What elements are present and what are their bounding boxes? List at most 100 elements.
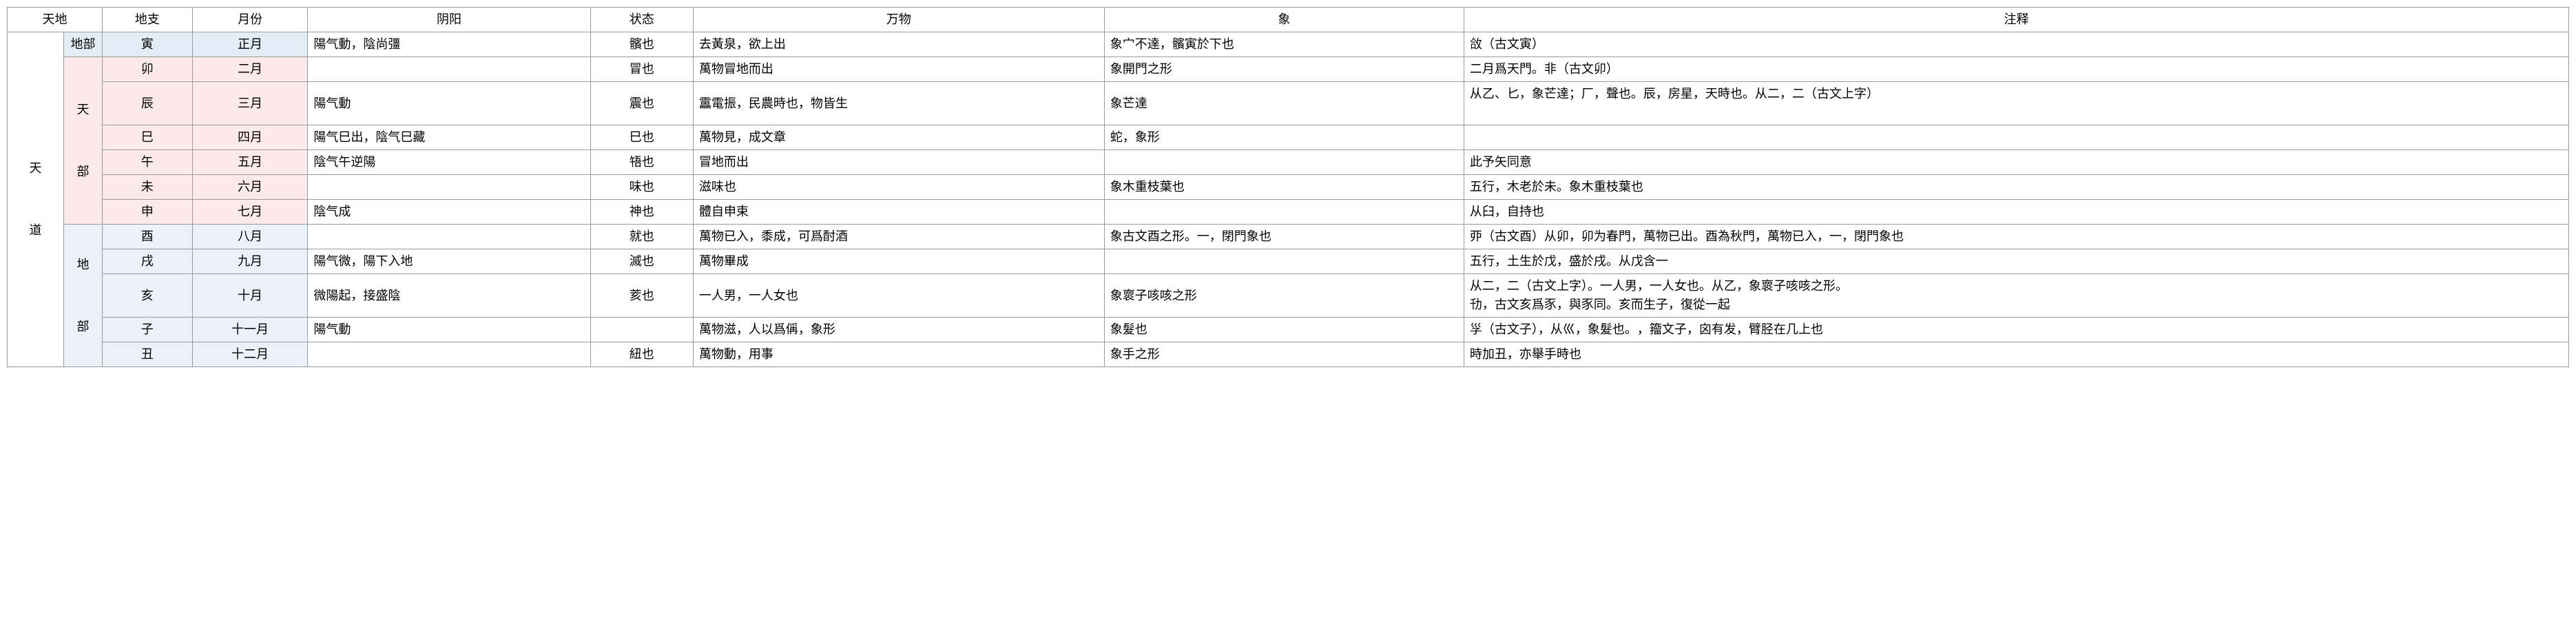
hdr-zhuangtai: 状态: [590, 8, 693, 32]
cell-yinyang: 陰气成: [308, 200, 590, 225]
cell-zhu: 㜽（古文子），从巛，象髮也。𢀈，籀文子，囟有发，臂胫在几上也: [1464, 318, 2568, 342]
cell-zhu: [1464, 125, 2568, 150]
cell-zhu: 从臼，自持也: [1464, 200, 2568, 225]
cell-dizhi: 申: [102, 200, 192, 225]
cell-yue: 三月: [192, 82, 308, 125]
cell-yue: 八月: [192, 225, 308, 249]
cell-yinyang: 陰气午逆陽: [308, 150, 590, 175]
cell-yue: 二月: [192, 57, 308, 82]
cell-zhuang: 髕也: [590, 32, 693, 57]
cell-dizhi: 酉: [102, 225, 192, 249]
cell-yinyang: [308, 342, 590, 367]
cell-zhu: 此予矢同意: [1464, 150, 2568, 175]
group-tiandao: 天 道: [8, 32, 64, 367]
cell-yinyang: [308, 225, 590, 249]
cell-zhuang: 紐也: [590, 342, 693, 367]
earthly-branches-table: 天地 地支 月份 阴阳 状态 万物 象 注释 天 道地部寅正月陽气動，陰尚彊髕也…: [7, 7, 2569, 367]
cell-zhu: 丣（古文酉）从卯，卯为春門，萬物已出。酉為秋門，萬物已入，一，閉門象也: [1464, 225, 2568, 249]
cell-wanwu: 萬物已入，黍成，可爲酎酒: [693, 225, 1104, 249]
subgroup-dibu-1: 地部: [64, 32, 103, 57]
cell-wanwu: 靁電振，民農時也，物皆生: [693, 82, 1104, 125]
table-row: 午五月陰气午逆陽啎也冒地而出 此予矢同意: [8, 150, 2569, 175]
cell-dizhi: 巳: [102, 125, 192, 150]
subgroup-dibu-2: 地 部: [64, 225, 103, 367]
cell-yue: 六月: [192, 175, 308, 200]
cell-xiang: 象木重枝葉也: [1104, 175, 1464, 200]
cell-yue: 十二月: [192, 342, 308, 367]
hdr-xiang: 象: [1104, 8, 1464, 32]
table-row: 天 部卯二月冒也萬物冒地而出象開門之形二月爲天門。非（古文卯）: [8, 57, 2569, 82]
cell-dizhi: 午: [102, 150, 192, 175]
cell-zhu: 㪉（古文寅）: [1464, 32, 2568, 57]
subgroup-tianbu: 天 部: [64, 57, 103, 225]
cell-yue: 正月: [192, 32, 308, 57]
hdr-tiandi: 天地: [8, 8, 103, 32]
hdr-dizhi: 地支: [102, 8, 192, 32]
cell-xiang: 象古文酉之形。一，閉門象也: [1104, 225, 1464, 249]
table-row: 申七月陰气成神也體自申束 从臼，自持也: [8, 200, 2569, 225]
cell-yinyang: 陽气巳出，陰气巳藏: [308, 125, 590, 150]
cell-yinyang: 陽气動，陰尚彊: [308, 32, 590, 57]
cell-dizhi: 卯: [102, 57, 192, 82]
table-body: 天 道地部寅正月陽气動，陰尚彊髕也去黃泉，欲上出象宀不達，髕寅於下也㪉（古文寅）…: [8, 32, 2569, 367]
cell-dizhi: 丑: [102, 342, 192, 367]
cell-zhuang: 滅也: [590, 249, 693, 274]
cell-wanwu: 萬物畢成: [693, 249, 1104, 274]
cell-zhu: 从二，二（古文上字）。一人男，一人女也。从乙，象褱子咳咳之形。 㔓，古文亥爲豕，…: [1464, 274, 2568, 318]
cell-wanwu: 一人男，一人女也: [693, 274, 1104, 318]
cell-zhuang: 啎也: [590, 150, 693, 175]
cell-yinyang: 微陽起，接盛陰: [308, 274, 590, 318]
hdr-yinyang: 阴阳: [308, 8, 590, 32]
cell-wanwu: 冒地而出: [693, 150, 1104, 175]
header-row: 天地 地支 月份 阴阳 状态 万物 象 注释: [8, 8, 2569, 32]
cell-dizhi: 子: [102, 318, 192, 342]
cell-yue: 十一月: [192, 318, 308, 342]
hdr-yuefen: 月份: [192, 8, 308, 32]
cell-dizhi: 戌: [102, 249, 192, 274]
cell-xiang: 象宀不達，髕寅於下也: [1104, 32, 1464, 57]
cell-xiang: 象芒達: [1104, 82, 1464, 125]
cell-zhuang: 荄也: [590, 274, 693, 318]
cell-wanwu: 萬物動，用事: [693, 342, 1104, 367]
cell-yue: 四月: [192, 125, 308, 150]
cell-yinyang: [308, 57, 590, 82]
cell-zhuang: 巳也: [590, 125, 693, 150]
cell-yue: 九月: [192, 249, 308, 274]
table-row: 丑十二月紐也萬物動，用事象手之形時加丑，亦舉手時也: [8, 342, 2569, 367]
cell-wanwu: 萬物見，成文章: [693, 125, 1104, 150]
cell-wanwu: 萬物冒地而出: [693, 57, 1104, 82]
table-row: 子十一月陽气動萬物滋，人以爲偁，象形象髮也㜽（古文子），从巛，象髮也。𢀈，籀文子…: [8, 318, 2569, 342]
cell-yinyang: [308, 175, 590, 200]
cell-yue: 七月: [192, 200, 308, 225]
hdr-zhushi: 注释: [1464, 8, 2568, 32]
cell-zhuang: 震也: [590, 82, 693, 125]
cell-wanwu: 體自申束: [693, 200, 1104, 225]
table-row: 地 部酉八月就也萬物已入，黍成，可爲酎酒象古文酉之形。一，閉門象也丣（古文酉）从…: [8, 225, 2569, 249]
table-row: 巳四月陽气巳出，陰气巳藏巳也萬物見，成文章蛇，象形: [8, 125, 2569, 150]
cell-yue: 五月: [192, 150, 308, 175]
cell-xiang: 象手之形: [1104, 342, 1464, 367]
cell-wanwu: 滋味也: [693, 175, 1104, 200]
cell-dizhi: 亥: [102, 274, 192, 318]
cell-xiang: [1104, 249, 1464, 274]
cell-zhuang: 冒也: [590, 57, 693, 82]
cell-zhu: 五行，土生於戊，盛於戌。从戊含一: [1464, 249, 2568, 274]
cell-zhuang: 就也: [590, 225, 693, 249]
table-row: 亥十月微陽起，接盛陰荄也一人男，一人女也象褱子咳咳之形从二，二（古文上字）。一人…: [8, 274, 2569, 318]
cell-zhu: 二月爲天門。非（古文卯）: [1464, 57, 2568, 82]
cell-dizhi: 未: [102, 175, 192, 200]
table-row: 辰三月陽气動震也靁電振，民農時也，物皆生象芒達从乙、匕，象芒達；厂，聲也。辰，房…: [8, 82, 2569, 125]
cell-xiang: [1104, 150, 1464, 175]
cell-yinyang: 陽气動: [308, 318, 590, 342]
cell-xiang: 象褱子咳咳之形: [1104, 274, 1464, 318]
cell-yue: 十月: [192, 274, 308, 318]
cell-zhuang: 味也: [590, 175, 693, 200]
cell-dizhi: 辰: [102, 82, 192, 125]
cell-yinyang: 陽气動: [308, 82, 590, 125]
cell-wanwu: 去黃泉，欲上出: [693, 32, 1104, 57]
cell-zhuang: 神也: [590, 200, 693, 225]
cell-yinyang: 陽气微，陽下入地: [308, 249, 590, 274]
cell-zhu: 从乙、匕，象芒達；厂，聲也。辰，房星，天時也。从二，二（古文上字） 𠨷（古文辰）: [1464, 82, 2568, 125]
table-row: 未六月 味也滋味也象木重枝葉也五行，木老於未。象木重枝葉也: [8, 175, 2569, 200]
cell-zhu: 五行，木老於未。象木重枝葉也: [1464, 175, 2568, 200]
